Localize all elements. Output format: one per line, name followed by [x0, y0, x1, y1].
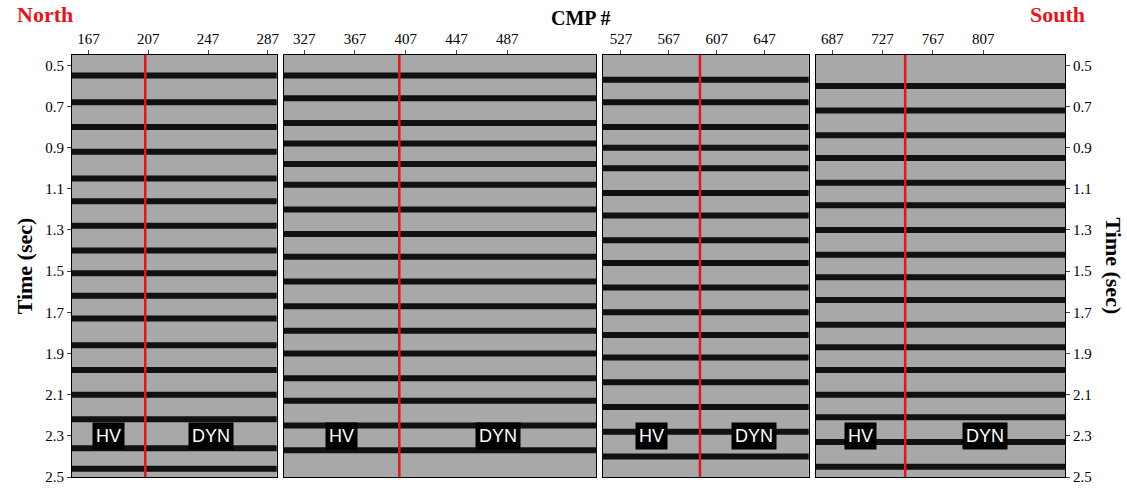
svg-text:HV: HV: [848, 426, 873, 446]
svg-text:Time (sec): Time (sec): [12, 218, 37, 315]
svg-text:DYN: DYN: [479, 426, 517, 446]
svg-text:2.5: 2.5: [45, 469, 64, 485]
svg-text:HV: HV: [329, 426, 354, 446]
svg-text:727: 727: [871, 31, 894, 47]
svg-text:687: 687: [821, 31, 844, 47]
svg-text:487: 487: [496, 31, 519, 47]
svg-text:447: 447: [445, 31, 468, 47]
svg-text:South: South: [1030, 2, 1085, 27]
svg-text:247: 247: [197, 31, 220, 47]
svg-text:1.3: 1.3: [1073, 222, 1092, 238]
svg-text:2.1: 2.1: [45, 387, 64, 403]
svg-text:HV: HV: [639, 426, 664, 446]
svg-text:207: 207: [137, 31, 160, 47]
svg-text:0.5: 0.5: [45, 58, 64, 74]
svg-text:607: 607: [705, 31, 728, 47]
svg-text:0.5: 0.5: [1073, 58, 1092, 74]
svg-text:1.5: 1.5: [1073, 263, 1092, 279]
svg-text:CMP #: CMP #: [551, 7, 610, 29]
svg-text:0.7: 0.7: [1073, 99, 1092, 115]
svg-text:367: 367: [344, 31, 367, 47]
svg-text:647: 647: [753, 31, 776, 47]
svg-text:North: North: [17, 2, 73, 27]
svg-text:0.9: 0.9: [1073, 140, 1092, 156]
svg-text:1.1: 1.1: [45, 181, 64, 197]
svg-text:1.3: 1.3: [45, 222, 64, 238]
svg-text:HV: HV: [96, 426, 121, 446]
svg-text:807: 807: [972, 31, 995, 47]
svg-text:767: 767: [922, 31, 945, 47]
svg-text:2.3: 2.3: [1073, 428, 1092, 444]
svg-text:Time (sec): Time (sec): [1101, 218, 1126, 315]
svg-text:327: 327: [293, 31, 316, 47]
svg-text:567: 567: [658, 31, 681, 47]
svg-text:407: 407: [394, 31, 417, 47]
svg-text:1.9: 1.9: [1073, 346, 1092, 362]
svg-text:167: 167: [77, 31, 100, 47]
svg-text:DYN: DYN: [735, 426, 773, 446]
svg-text:1.7: 1.7: [45, 305, 64, 321]
svg-text:DYN: DYN: [966, 426, 1004, 446]
svg-text:1.9: 1.9: [45, 346, 64, 362]
svg-text:1.7: 1.7: [1073, 305, 1092, 321]
svg-text:DYN: DYN: [192, 426, 230, 446]
svg-text:2.3: 2.3: [45, 428, 64, 444]
svg-text:527: 527: [610, 31, 633, 47]
svg-text:0.7: 0.7: [45, 99, 64, 115]
svg-text:1.5: 1.5: [45, 263, 64, 279]
svg-text:2.1: 2.1: [1073, 387, 1092, 403]
svg-text:1.1: 1.1: [1073, 181, 1092, 197]
svg-text:287: 287: [257, 31, 280, 47]
svg-text:2.5: 2.5: [1073, 469, 1092, 485]
svg-text:0.9: 0.9: [45, 140, 64, 156]
